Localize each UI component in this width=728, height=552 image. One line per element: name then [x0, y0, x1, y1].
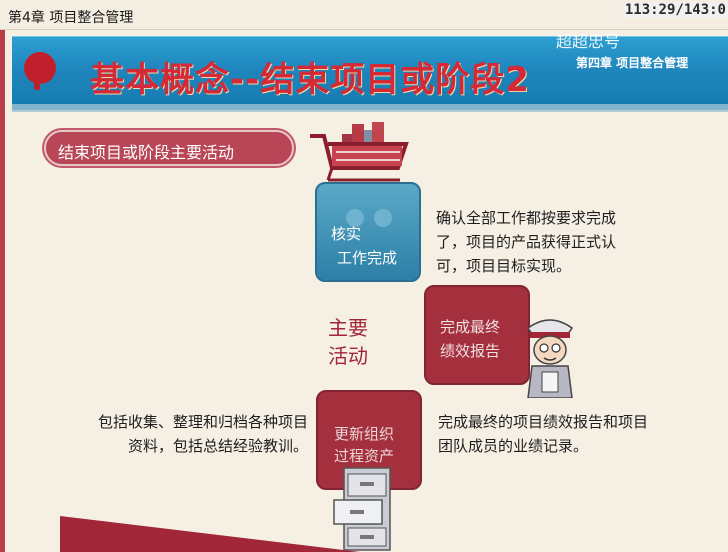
left-accent-rule: [0, 30, 5, 552]
file-cabinet-icon: [333, 467, 391, 551]
assets-card-line2: 过程资产: [334, 447, 395, 465]
assets-card-line1: 更新组织: [334, 425, 395, 443]
banner-overlay-text: 超超忠号: [556, 32, 621, 51]
banner-subtitle: 第四章 项目整合管理: [576, 56, 689, 70]
wheel-shadow-icon: [346, 209, 392, 227]
main-activities-label: 主要 活动: [328, 314, 368, 370]
title-banner: [12, 36, 728, 110]
decorative-wedge: [60, 516, 360, 552]
main-label-line2: 活动: [328, 344, 368, 368]
section-heading-label: 结束项目或阶段主要活动: [58, 143, 235, 162]
detective-icon: [526, 319, 574, 398]
main-label-line1: 主要: [328, 316, 368, 340]
pin-logo-icon: [24, 52, 56, 90]
report-description: 完成最终的项目绩效报告和项目团队成员的业绩记录。: [438, 413, 649, 455]
report-card-line2: 绩效报告: [440, 342, 501, 360]
report-card-line1: 完成最终: [440, 318, 501, 336]
slide-counter: 113:29/143:0: [622, 2, 728, 18]
chapter-title: 第4章 项目整合管理: [8, 10, 134, 26]
chapter-bar: 第4章 项目整合管理 113:29/143:0: [0, 0, 728, 30]
archive-description: 包括收集、整理和归档各种项目资料，包括总结经验教训。: [97, 413, 308, 455]
verify-card-line2: 工作完成: [337, 249, 398, 267]
final-report-card: 完成最终 绩效报告: [424, 285, 530, 385]
slide-title: 基本概念--结束项目或阶段2: [90, 60, 530, 100]
verify-work-card: 核实 工作完成: [315, 182, 421, 282]
verify-card-line1: 核实: [331, 225, 362, 243]
banner-stripe: [12, 104, 728, 112]
section-heading-pill: 结束项目或阶段主要活动: [44, 130, 294, 166]
verify-description: 确认全部工作都按要求完成了，项目的产品获得正式认可，项目目标实现。: [436, 209, 617, 275]
